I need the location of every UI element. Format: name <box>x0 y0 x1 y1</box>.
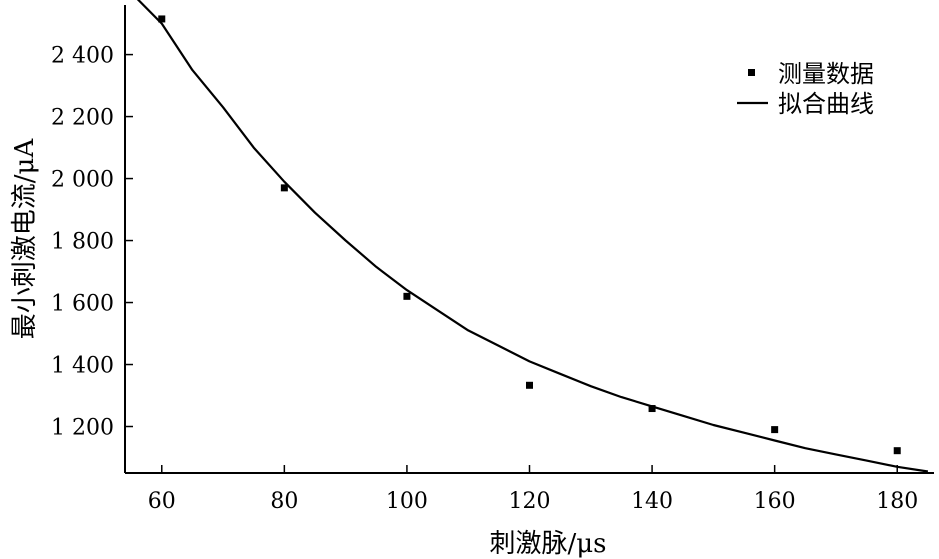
y-tick-label: 1 200 <box>51 416 114 441</box>
x-tick-label: 80 <box>270 489 298 514</box>
legend-label-measured: 测量数据 <box>778 60 874 88</box>
legend: 测量数据 拟合曲线 <box>737 60 874 118</box>
x-tick-label: 120 <box>509 489 551 514</box>
x-tick-label: 160 <box>754 489 796 514</box>
data-point <box>526 381 533 389</box>
y-tick-label: 1 800 <box>51 230 114 255</box>
data-point <box>893 447 901 455</box>
x-tick-label: 180 <box>876 489 918 514</box>
y-axis-title: 最小刺激电流/μA <box>10 138 40 340</box>
y-tick-label: 2 200 <box>51 106 114 131</box>
data-point <box>403 292 411 300</box>
x-ticks: 60 80 100 120 140 160 180 <box>148 465 918 514</box>
data-point <box>771 426 779 434</box>
legend-scatter-marker <box>748 69 755 76</box>
y-ticks: 1 200 1 400 1 600 1 800 2 000 2 200 2 400 <box>51 44 133 441</box>
series-layer <box>136 0 929 473</box>
y-tick-label: 2 000 <box>51 168 114 193</box>
y-tick-label: 2 400 <box>51 44 114 69</box>
legend-label-fit: 拟合曲线 <box>778 90 874 118</box>
x-tick-label: 140 <box>631 489 673 514</box>
fit-curve <box>136 0 929 473</box>
x-tick-label: 60 <box>148 489 176 514</box>
data-point <box>280 184 288 192</box>
data-point <box>158 15 166 23</box>
y-tick-label: 1 400 <box>51 354 114 379</box>
data-point <box>648 405 656 413</box>
x-tick-label: 100 <box>386 489 428 514</box>
y-tick-label: 1 600 <box>51 292 114 317</box>
x-axis-title: 刺激脉/μs <box>489 529 606 559</box>
